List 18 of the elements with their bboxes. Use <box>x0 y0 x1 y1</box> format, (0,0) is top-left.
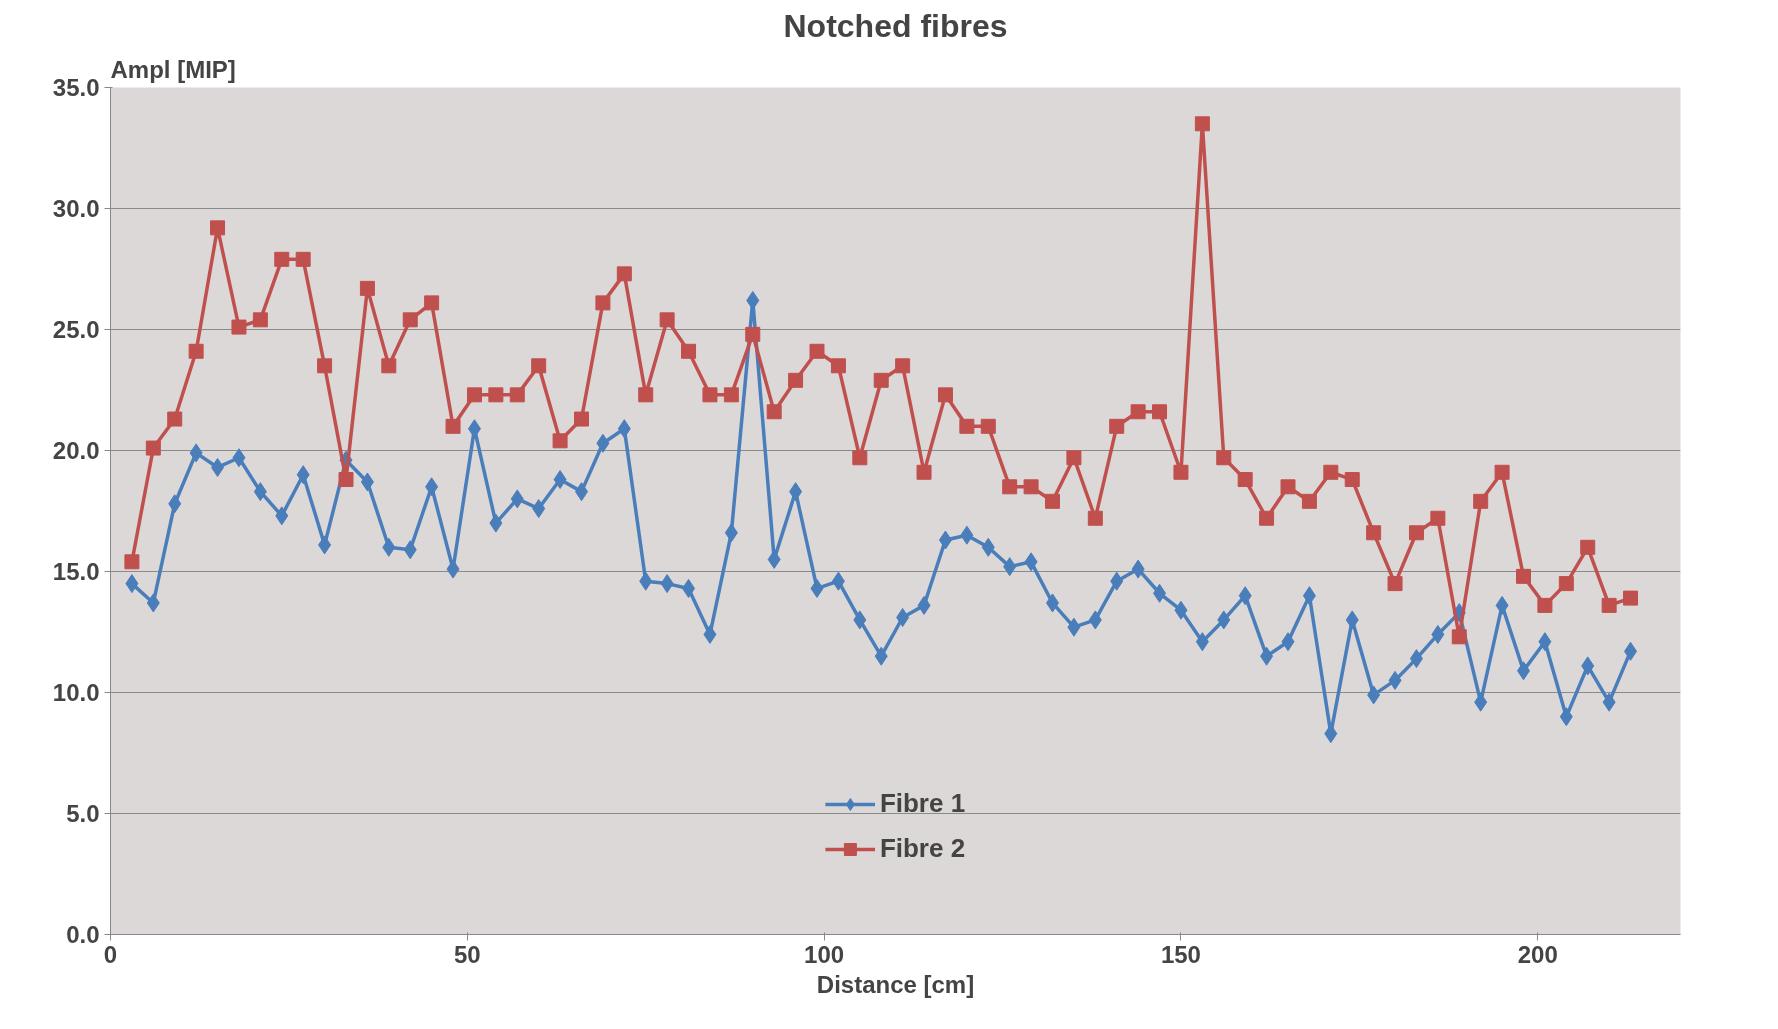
legend-label: Fibre 1 <box>879 788 966 819</box>
y-tick-label: 25.0 <box>52 316 100 343</box>
y-tick-label: 5.0 <box>66 800 100 827</box>
x-tick-label: 0 <box>103 940 118 968</box>
y-tick-label: 15.0 <box>52 558 100 585</box>
y-tick-label: 0.0 <box>66 921 100 948</box>
y-tick-label: 30.0 <box>52 195 100 222</box>
y-tick-label: 10.0 <box>52 679 100 706</box>
x-tick-label: 100 <box>804 940 845 968</box>
x-axis-title: Distance [cm] <box>816 970 975 998</box>
x-tick-label: 150 <box>1160 940 1201 968</box>
x-tick-label: 200 <box>1517 940 1558 968</box>
legend-label: Fibre 2 <box>879 833 966 864</box>
y-tick-label: 20.0 <box>52 437 100 464</box>
chart-title: Notched fibres <box>783 7 1008 44</box>
y-tick-label: 35.0 <box>52 74 100 101</box>
y-axis-title: Ampl [MIP] <box>110 55 236 83</box>
x-tick-label: 50 <box>453 940 481 968</box>
